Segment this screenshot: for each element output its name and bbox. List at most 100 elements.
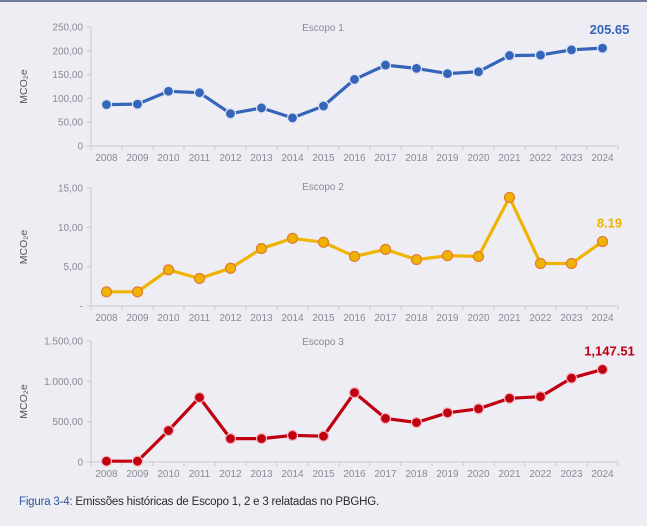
data-point [534, 257, 547, 270]
data-point [131, 286, 144, 298]
x-tick-label: 2013 [250, 153, 273, 164]
data-point [193, 272, 206, 285]
y-tick-label: 0 [77, 458, 83, 469]
data-point [100, 455, 113, 467]
data-point [224, 262, 237, 274]
x-tick-label: 2015 [312, 313, 335, 324]
y-tick-label: 250,00 [52, 23, 83, 34]
x-tick-label: 2018 [405, 153, 428, 164]
y-tick-label: 1.500,00 [44, 337, 83, 348]
x-tick-label: 2014 [281, 313, 304, 324]
top-border [0, 0, 647, 2]
x-tick-label: 2009 [126, 153, 149, 164]
data-point [255, 433, 268, 445]
y-tick-label: 5,00 [64, 262, 84, 273]
x-tick-label: 2011 [189, 469, 211, 480]
x-tick-label: 2013 [250, 313, 273, 324]
series-line [104, 195, 605, 294]
y-tick-label: 500,00 [52, 417, 83, 428]
x-tick-label: 2024 [591, 313, 614, 324]
x-tick-label: 2021 [498, 469, 521, 480]
data-point [131, 98, 144, 110]
x-tick-label: 2010 [157, 469, 180, 480]
data-point [162, 424, 175, 437]
data-point [596, 235, 609, 248]
x-tick-label: 2008 [95, 469, 118, 480]
data-point [224, 433, 237, 445]
y-axis-label: MCO₂e [18, 384, 30, 419]
data-point [472, 66, 485, 78]
x-tick-label: 2013 [250, 469, 273, 480]
x-tick-label: 2017 [374, 313, 397, 324]
y-tick-label: 1.000,00 [44, 377, 83, 388]
data-point [596, 42, 609, 54]
x-tick-label: 2014 [281, 153, 304, 164]
data-point [410, 62, 423, 75]
x-tick-label: 2016 [343, 469, 366, 480]
data-label: 1,147.51 [584, 343, 635, 358]
x-tick-label: 2023 [560, 469, 583, 480]
data-point [193, 87, 206, 99]
data-label: 8.19 [597, 216, 622, 231]
chart-title: Escopo 1 [302, 23, 344, 34]
data-point [317, 430, 330, 442]
x-tick-label: 2023 [560, 313, 583, 324]
y-tick-label: - [80, 302, 83, 313]
x-tick-label: 2021 [498, 153, 521, 164]
chart-panel-3: 0 500,00 1.000,00 1.500,00 2008 2009 2010 2011 2… [18, 337, 635, 481]
data-point [255, 102, 268, 114]
data-point [193, 391, 206, 404]
data-point [317, 100, 330, 112]
x-tick-label: 2009 [126, 313, 149, 324]
x-tick-label: 2019 [436, 153, 459, 164]
data-point [379, 412, 392, 425]
x-tick-label: 2017 [374, 153, 397, 164]
y-tick-label: 100,00 [52, 94, 83, 105]
x-tick-label: 2016 [343, 153, 366, 164]
x-tick-label: 2011 [189, 313, 211, 324]
figure-caption-label: Figura 3-4: [19, 496, 73, 508]
data-label: 205.65 [590, 22, 630, 37]
data-point [534, 49, 547, 61]
data-point [348, 387, 361, 399]
data-point [162, 85, 175, 97]
figure-caption: Figura 3-4: Emissões históricas de Escop… [19, 496, 379, 508]
y-axis-label: MCO₂e [18, 230, 30, 265]
x-tick-label: 2024 [591, 469, 614, 480]
data-point [286, 429, 299, 441]
chart-panel-1: 0 50,00 100,00 150,00 200,00 250,00 2008 2009 20… [18, 22, 629, 164]
data-point [100, 98, 113, 111]
figure-caption-text: Emissões históricas de Escopo 1, 2 e 3 r… [72, 496, 379, 508]
y-tick-label: 200,00 [52, 46, 83, 57]
data-point [565, 257, 578, 270]
x-tick-label: 2019 [436, 313, 459, 324]
x-tick-label: 2021 [498, 313, 521, 324]
x-tick-label: 2010 [157, 313, 180, 324]
data-point [348, 250, 361, 263]
data-point [255, 242, 268, 255]
y-tick-label: 50,00 [58, 118, 83, 129]
x-tick-label: 2017 [374, 469, 397, 480]
x-tick-label: 2008 [95, 153, 118, 164]
chart-title: Escopo 2 [302, 182, 344, 193]
x-tick-label: 2022 [529, 313, 552, 324]
x-tick-label: 2015 [312, 469, 335, 480]
data-point [565, 372, 578, 384]
x-tick-label: 2018 [405, 313, 428, 324]
data-point [410, 416, 423, 429]
data-point [534, 391, 547, 403]
data-point [286, 112, 299, 124]
data-point [100, 286, 113, 298]
x-tick-label: 2008 [95, 313, 118, 324]
y-tick-label: 150,00 [52, 70, 83, 81]
x-tick-label: 2020 [467, 153, 490, 164]
x-tick-label: 2012 [219, 313, 242, 324]
x-tick-label: 2023 [560, 153, 583, 164]
data-point [472, 403, 485, 415]
data-point [503, 392, 516, 404]
x-tick-label: 2024 [591, 153, 614, 164]
x-tick-label: 2010 [157, 153, 180, 164]
x-tick-label: 2009 [126, 469, 149, 480]
x-tick-label: 2020 [467, 313, 490, 324]
